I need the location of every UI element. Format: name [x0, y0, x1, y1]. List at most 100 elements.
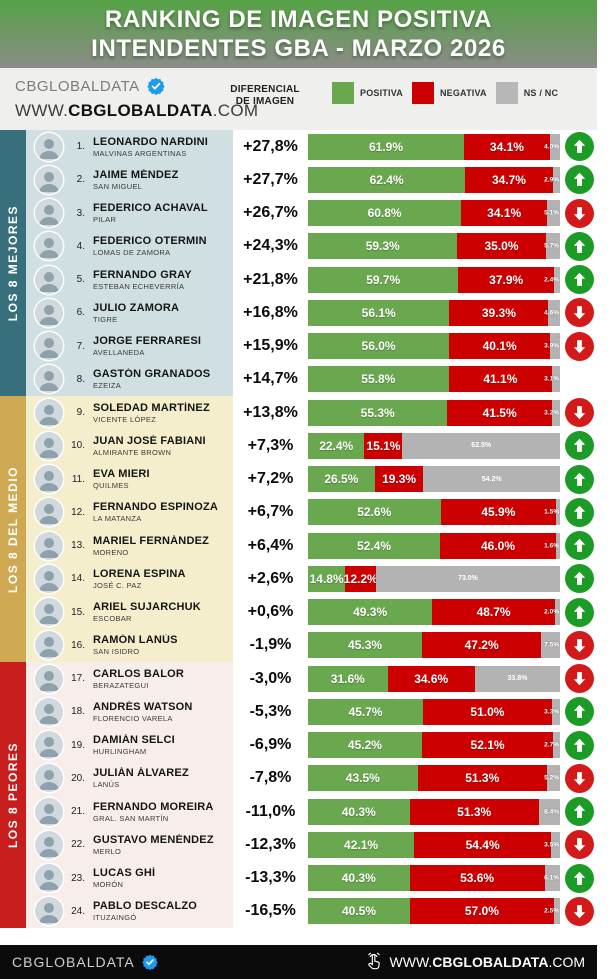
trend-cell — [562, 562, 597, 596]
person-silhouette-icon — [35, 564, 63, 593]
nsnc-value-label: 1.6% — [544, 542, 559, 550]
rank-number: 17. — [71, 673, 85, 685]
negativa-value-label: 34.1% — [489, 139, 524, 154]
positiva-value-label: 42.1% — [344, 837, 379, 852]
bar-cell: 62.4% 34.7% 2.9% — [308, 163, 562, 197]
bar-segment-negativa: 51.3% — [409, 798, 539, 825]
legend-swatch-negativa — [411, 82, 434, 104]
person-silhouette-icon — [35, 697, 63, 726]
bar-segment-positiva: 43.5% — [308, 765, 418, 792]
nsnc-value-label: 1.5% — [544, 508, 559, 516]
image-differential-value: +27,8% — [233, 130, 308, 164]
mayor-name: JULIÁN ÁLVAREZ — [93, 767, 189, 780]
positiva-value-label: 56.1% — [361, 305, 396, 320]
negativa-value-label: 51.0% — [470, 704, 505, 719]
mayor-name: JUAN JOSÉ FABIANI — [93, 434, 206, 447]
mayor-photo — [35, 764, 63, 793]
trend-up-arrow-icon — [565, 564, 594, 594]
mayor-name: SOLEDAD MARTÍNEZ — [93, 401, 210, 414]
rank-number: 8. — [76, 373, 85, 385]
ranking-row: 18. ANDRÉS WATSON FLORENCIO VARELA -5,3%… — [26, 695, 597, 729]
mayor-name: DAMIÁN SELCI — [93, 734, 175, 747]
positiva-value-label: 40.3% — [341, 804, 376, 819]
bar-cell: 43.5% 51.3% 5.2% — [308, 761, 562, 795]
mayor-identity: SOLEDAD MARTÍNEZ VICENTE LÓPEZ — [89, 402, 210, 424]
positiva-value-label: 55.8% — [361, 372, 396, 387]
negativa-value-label: 34.7% — [491, 172, 526, 187]
brand-lockup: CBGLOBALDATA — [15, 77, 165, 95]
rank-number: 7. — [76, 340, 85, 352]
image-differential-value: +26,7% — [233, 196, 308, 230]
trend-up-arrow-icon — [565, 531, 594, 561]
mayor-name: GUSTAVO MENÉNDEZ — [93, 833, 214, 846]
stacked-bar: 56.1% 39.3% 4.6% — [308, 299, 560, 326]
bar-segment-positiva: 26.5% — [308, 466, 375, 493]
positiva-value-label: 45.7% — [348, 704, 383, 719]
bar-cell: 52.6% 45.9% 1.5% — [308, 495, 562, 529]
mayor-photo — [35, 365, 63, 394]
nsnc-value-label: 5.2% — [544, 774, 559, 782]
ranking-row: 16. RAMÓN LANÚS SAN ISIDRO -1,9% 45.3% 4… — [26, 628, 597, 662]
mayor-photo — [35, 631, 63, 660]
municipality-name: QUILMES — [93, 481, 129, 491]
bar-cell: 45.2% 52.1% 2.7% — [308, 728, 562, 762]
mayor-identity: ANDRÉS WATSON FLORENCIO VARELA — [89, 701, 193, 723]
nsnc-value-label: 5.1% — [544, 209, 559, 217]
rank-number: 1. — [76, 141, 85, 153]
trend-down-arrow-icon — [565, 398, 594, 428]
ranking-row: 9. SOLEDAD MARTÍNEZ VICENTE LÓPEZ +13,8%… — [26, 396, 597, 430]
stacked-bar: 59.7% 37.9% 2.4% — [308, 266, 560, 293]
bar-cell: 56.1% 39.3% 4.6% — [308, 296, 562, 330]
ranking-row: 2. JAIME MÉNDEZ SAN MIGUEL +27,7% 62.4% … — [26, 163, 597, 197]
section-band-label-peores: LOS 8 PEORES — [6, 741, 20, 849]
image-differential-value: -1,9% — [233, 628, 308, 662]
ranking-row: 19. DAMIÁN SELCI HURLINGHAM -6,9% 45.2% … — [26, 728, 597, 762]
trend-cell — [562, 728, 597, 762]
mayor-name: FERNANDO GRAY — [93, 268, 192, 281]
stacked-bar: 14.8% 12.2% 73.0% — [308, 565, 560, 592]
trend-cell — [562, 861, 597, 895]
stacked-bar: 62.4% 34.7% 2.9% — [308, 166, 560, 193]
mayor-photo — [35, 697, 63, 726]
mayor-identity: GASTÓN GRANADOS EZEIZA — [89, 368, 210, 390]
trend-up-arrow-icon — [565, 597, 594, 627]
section-band-mejores: LOS 8 MEJORES — [0, 130, 26, 396]
trend-cell — [562, 761, 597, 795]
mayor-name: FERNANDO MOREIRA — [93, 800, 214, 813]
legend-item-positiva: POSITIVA — [332, 82, 403, 104]
bar-segment-nsnc — [553, 898, 560, 925]
rank-number: 11. — [71, 473, 85, 485]
mayor-info-block: 18. ANDRÉS WATSON FLORENCIO VARELA — [26, 695, 233, 729]
negativa-value-label: 35.0% — [484, 239, 519, 254]
mayor-info-block: 1. LEONARDO NARDINI MALVINAS ARGENTINAS — [26, 130, 233, 164]
bar-segment-negativa: 34.1% — [463, 133, 550, 160]
mayor-identity: DAMIÁN SELCI HURLINGHAM — [89, 734, 175, 756]
bar-segment-negativa: 15.1% — [364, 432, 403, 459]
mayor-name: FERNANDO ESPINOZA — [93, 501, 219, 514]
municipality-name: BERAZATEGUI — [93, 680, 149, 690]
stacked-bar: 59.3% 35.0% 5.7% — [308, 233, 560, 260]
ranking-row: 10. JUAN JOSÉ FABIANI ALMIRANTE BROWN +7… — [26, 429, 597, 463]
legend-swatch-nsnc — [495, 82, 518, 104]
mayor-info-block: 8. GASTÓN GRANADOS EZEIZA — [26, 362, 233, 396]
mayor-name: LUCAS GHÍ — [93, 867, 156, 880]
bar-segment-nsnc — [541, 632, 560, 659]
bar-cell: 40.3% 51.3% 8.4% — [308, 795, 562, 829]
person-silhouette-icon — [35, 199, 63, 228]
page-title-line2: INTENDENTES GBA - MARZO 2026 — [91, 35, 506, 62]
ranking-board: LOS 8 MEJORES LOS 8 DEL MEDIO LOS 8 PEOR… — [0, 130, 597, 928]
mayor-identity: FEDERICO ACHAVAL PILAR — [89, 202, 208, 224]
mayor-info-block: 7. JORGE FERRARESI AVELLANEDA — [26, 329, 233, 363]
bar-segment-positiva: 40.3% — [308, 865, 410, 892]
trend-cell — [562, 695, 597, 729]
mayor-info-block: 9. SOLEDAD MARTÍNEZ VICENTE LÓPEZ — [26, 396, 233, 430]
footer-website-link[interactable]: WWW.CBGLOBALDATA.COM — [364, 952, 585, 972]
bar-segment-nsnc — [547, 200, 560, 227]
bar-segment-positiva: 56.0% — [308, 333, 450, 360]
bar-cell: 31.6% 34.6% 33.8% — [308, 662, 562, 696]
trend-down-arrow-icon — [565, 198, 594, 228]
mayor-photo — [35, 797, 63, 826]
trend-up-arrow-icon — [565, 132, 594, 162]
legend-label-nsnc: NS / NC — [523, 88, 559, 98]
negativa-value-label: 52.1% — [470, 738, 505, 753]
